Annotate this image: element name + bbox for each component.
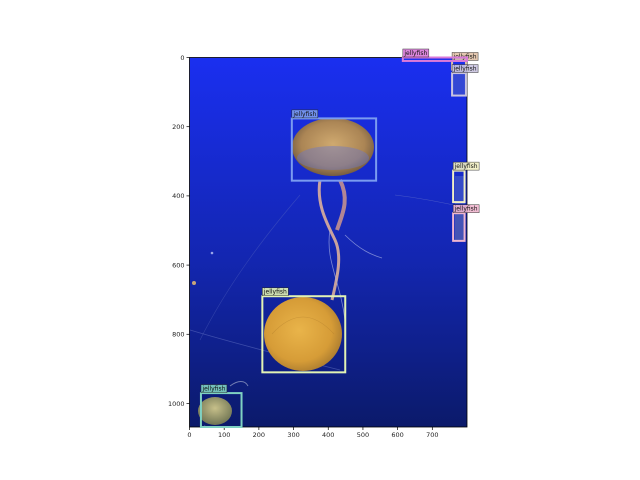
- detection-label: jellyfish: [201, 386, 225, 393]
- label-background: [451, 64, 479, 73]
- detection-8[interactable]: jellyfish: [401, 48, 468, 62]
- x-tick-label: 400: [322, 431, 334, 439]
- y-tick-label: 400: [172, 192, 184, 200]
- x-tick-label: 100: [218, 431, 230, 439]
- bounding-box: [452, 169, 466, 204]
- x-tick-label: 200: [253, 431, 265, 439]
- x-tick-label: 300: [287, 431, 299, 439]
- detection-overlays: jellyfish jellyfish jellyfish jellyfish jell…: [199, 48, 480, 429]
- bounding-box: [199, 392, 243, 429]
- y-tick-label: 0: [180, 54, 184, 62]
- bounding-box: [401, 56, 468, 62]
- x-tick-label: 700: [426, 431, 438, 439]
- detection-label: jellyfish: [292, 111, 316, 118]
- label-background: [452, 161, 480, 171]
- label-background: [291, 109, 319, 119]
- detection-label: jellyfish: [453, 66, 477, 73]
- y-axis-ticks: 0 200 400 600 800 1000: [168, 54, 190, 408]
- label-background: [402, 48, 430, 58]
- detection-1[interactable]: jellyfish: [290, 109, 378, 182]
- detection-label: jellyfish: [454, 163, 478, 170]
- detection-label: jellyfish: [403, 50, 427, 57]
- x-tick-label: 0: [187, 431, 191, 439]
- label-background: [452, 204, 480, 213]
- detection-label: jellyfish: [263, 289, 287, 296]
- detection-7[interactable]: jellyfish: [451, 64, 479, 97]
- bounding-box: [451, 72, 467, 97]
- y-tick-label: 600: [172, 261, 184, 269]
- detection-5[interactable]: jellyfish: [452, 204, 480, 242]
- x-tick-label: 500: [357, 431, 369, 439]
- bounding-box: [452, 212, 466, 242]
- bounding-box: [290, 117, 378, 182]
- detection-2[interactable]: jellyfish: [261, 287, 347, 374]
- label-background: [262, 287, 289, 296]
- label-background: [200, 384, 228, 393]
- y-tick-label: 1000: [168, 400, 185, 408]
- detection-label: jellyfish: [454, 206, 478, 213]
- y-tick-label: 800: [172, 331, 184, 339]
- bounding-box: [261, 295, 347, 374]
- y-tick-label: 200: [172, 123, 184, 131]
- detection-4[interactable]: jellyfish: [452, 161, 480, 204]
- x-tick-label: 600: [391, 431, 403, 439]
- detection-3[interactable]: jellyfish: [199, 384, 243, 429]
- x-axis-ticks: 0 100 200 300 400 500 600 700: [187, 427, 439, 439]
